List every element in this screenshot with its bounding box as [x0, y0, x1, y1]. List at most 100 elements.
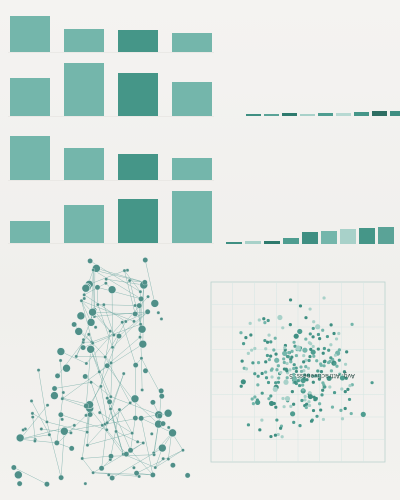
scatter-point: [298, 424, 302, 428]
network-node: [124, 319, 128, 324]
scatter-point: [276, 380, 281, 384]
scatter-point: [253, 372, 257, 376]
network-node: [36, 368, 41, 372]
scatter-point: [275, 368, 279, 372]
network-edge: [97, 287, 142, 300]
network-node: [44, 481, 50, 487]
network-edge: [99, 412, 133, 434]
network-node: [121, 371, 126, 376]
scatter-point: [339, 375, 346, 381]
scatter-point: [266, 380, 271, 385]
scatter-point: [311, 374, 315, 378]
network-node: [54, 373, 61, 379]
scatter-point: [288, 298, 293, 302]
network-node: [90, 341, 95, 345]
network-edge: [90, 349, 112, 397]
scatter-points: [239, 296, 374, 439]
scatter-point: [276, 432, 280, 437]
network-edge: [91, 323, 141, 343]
network-node: [138, 322, 143, 326]
network-node: [56, 347, 66, 356]
network-edge: [110, 454, 155, 457]
scatter-point: [285, 376, 289, 380]
scatter-point: [348, 383, 352, 388]
network-node: [94, 284, 101, 291]
network-node: [96, 302, 100, 307]
network-edge: [93, 309, 111, 332]
bar-1-2: [64, 29, 104, 52]
scatter-point: [313, 398, 317, 402]
network-edge: [86, 322, 123, 364]
strip-bar-2-9: [378, 227, 394, 244]
scatter-point: [292, 366, 296, 371]
scatter-point: [267, 397, 271, 401]
network-node: [83, 481, 88, 486]
scatter-point: [319, 362, 323, 366]
scatter-point: [283, 379, 289, 385]
scatter-grid: [211, 282, 385, 462]
scatter-point: [286, 355, 290, 359]
strip-bar-2-7: [340, 229, 356, 244]
scatter-point: [292, 363, 296, 367]
network-node: [105, 421, 109, 425]
strip-bar-2-6: [321, 231, 337, 244]
network-node: [86, 344, 95, 354]
bar-1-3: [118, 30, 158, 52]
scatter-point: [282, 350, 288, 357]
network-edge: [100, 331, 111, 387]
network-edge: [140, 284, 145, 325]
scatter-point: [307, 358, 311, 363]
network-node: [80, 344, 86, 351]
network-edge: [106, 365, 134, 401]
network-edge: [60, 414, 107, 431]
network-node: [142, 368, 149, 374]
scatter-point: [309, 419, 314, 423]
scatter-point: [304, 358, 308, 362]
scatter-point: [274, 352, 278, 356]
network-node: [137, 474, 141, 479]
network-node: [79, 299, 84, 303]
network-node: [127, 278, 132, 283]
network-edge: [104, 400, 134, 425]
network-node: [30, 411, 35, 416]
scatter-point: [309, 347, 313, 351]
scatter-point: [314, 374, 318, 378]
scatter-point: [276, 364, 280, 368]
strip-bar-1-6: [336, 113, 351, 116]
network-node: [84, 413, 88, 418]
scatter-point: [345, 350, 349, 354]
scatter-point: [241, 342, 246, 346]
network-node: [33, 439, 37, 443]
network-node: [29, 399, 34, 403]
network-node: [93, 325, 98, 329]
scatter-point: [292, 402, 296, 406]
scatter-point: [316, 369, 320, 373]
network-node: [116, 333, 122, 339]
scatter-point: [264, 376, 269, 380]
scatter-point: [269, 354, 273, 358]
network-edge: [119, 409, 133, 434]
network-node: [82, 373, 88, 380]
bar-4-1: [10, 221, 50, 243]
network-node: [107, 285, 117, 294]
network-node: [132, 415, 139, 421]
scatter-point: [333, 353, 338, 357]
scatter-point: [326, 360, 331, 365]
strip-bar-2-4: [283, 238, 299, 244]
network-node: [50, 391, 59, 400]
network-edge: [110, 396, 159, 416]
network-edge: [155, 458, 164, 468]
network-node: [158, 443, 167, 453]
network-node: [139, 356, 144, 361]
network-edge: [81, 300, 135, 322]
network-node: [58, 474, 64, 481]
scatter-point: [260, 418, 264, 422]
scatter-point: [343, 406, 347, 411]
network-edge: [89, 408, 107, 431]
network-node: [85, 430, 89, 434]
scatter-point: [311, 335, 315, 339]
network-node: [98, 410, 102, 415]
network-edges: [13, 259, 184, 485]
scatter-point: [281, 396, 285, 401]
scatter-point: [308, 307, 312, 311]
